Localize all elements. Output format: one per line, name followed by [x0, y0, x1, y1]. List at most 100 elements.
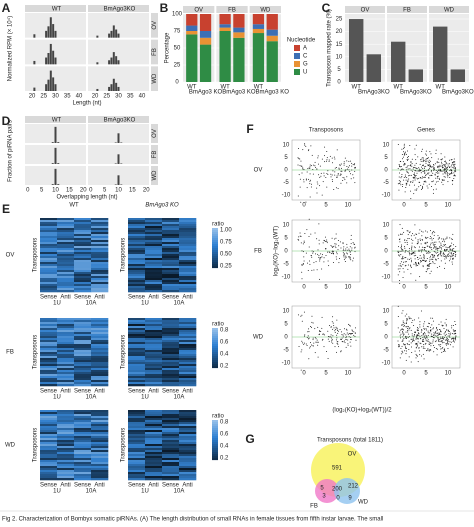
scatter-dot	[300, 201, 302, 203]
scatter-dot	[448, 250, 450, 252]
scatter-dot	[303, 169, 305, 171]
heatmap-cell	[162, 260, 180, 263]
heatmap-cell	[74, 474, 92, 477]
scatter-dot	[437, 171, 439, 173]
scatter-dot	[407, 168, 409, 170]
scatter-dot	[345, 334, 347, 336]
histogram-bar	[33, 60, 36, 65]
x-tick-label: 25	[40, 94, 47, 100]
scatter-dot	[404, 239, 406, 241]
heatmap-cell	[179, 466, 197, 469]
heatmap-cell	[179, 272, 197, 275]
facet-strip	[387, 6, 427, 13]
scatter-dot	[415, 279, 417, 281]
scatter-dot	[429, 245, 431, 247]
heatmap-cell	[128, 240, 146, 243]
scatter-dot	[404, 346, 406, 348]
facet-panel	[88, 66, 149, 91]
scatter-dot	[432, 341, 434, 343]
scatter-dot	[422, 256, 424, 258]
scatter-dot	[350, 238, 352, 240]
x-tick-label: Sense	[40, 483, 58, 489]
scatter-dot	[445, 166, 447, 168]
scatter-dot	[451, 171, 453, 173]
scatter-dot	[402, 268, 404, 270]
group-label: 1U	[141, 395, 149, 401]
scatter-dot	[429, 236, 431, 238]
scatter-dot	[425, 271, 427, 273]
scatter-dot	[332, 162, 334, 164]
set-label: FB	[310, 504, 318, 510]
scatter-dot	[302, 263, 304, 265]
scatter-dot	[430, 317, 432, 319]
heatmap-cell	[40, 280, 58, 283]
heatmap-cell	[145, 218, 163, 221]
heatmap-cell	[128, 418, 146, 421]
heatmap-cell	[74, 334, 92, 337]
heatmap-cell	[128, 226, 146, 229]
heatmap-cell	[40, 434, 58, 437]
heatmap-cell	[162, 418, 180, 421]
heatmap-cell	[91, 456, 109, 459]
heatmap-cell	[40, 326, 58, 329]
facet-strip	[249, 6, 281, 13]
scatter-dot	[320, 175, 322, 177]
scatter-dot	[440, 165, 442, 167]
scatter-dot	[439, 346, 441, 348]
scatter-dot	[323, 346, 325, 348]
scatter-dot	[403, 343, 405, 345]
scatter-dot	[440, 331, 442, 333]
scatter-dot	[319, 185, 321, 187]
scatter-dot	[418, 332, 420, 334]
scatter-dot	[421, 330, 423, 332]
color-bar	[212, 254, 218, 257]
scatter-dot	[445, 161, 447, 163]
color-bar	[212, 232, 218, 235]
heatmap-cell	[145, 374, 163, 377]
scatter-dot	[398, 176, 400, 178]
heatmap-cell	[57, 260, 75, 263]
heatmap-cell	[128, 464, 146, 467]
scatter-dot	[302, 168, 304, 170]
heatmap-cell	[91, 342, 109, 345]
scatter-dot	[311, 321, 313, 323]
scatter-dot	[406, 166, 408, 168]
heatmap-cell	[128, 352, 146, 355]
heatmap-cell	[162, 290, 180, 293]
heatmap-cell	[91, 248, 109, 251]
scatter-dot	[337, 173, 339, 175]
heatmap-cell	[162, 478, 180, 481]
facet-title: BmAgo3KO	[104, 6, 136, 12]
scatter-dot	[418, 334, 420, 336]
scatter-dot	[428, 268, 430, 270]
heatmap-cell	[128, 420, 146, 423]
scatter-dot	[446, 342, 448, 344]
scatter-dot	[317, 326, 319, 328]
scatter-dot	[425, 242, 427, 244]
heatmap-cell	[74, 280, 92, 283]
scatter-dot	[421, 260, 423, 262]
heatmap-cell	[57, 274, 75, 277]
scatter-dot	[421, 355, 423, 357]
heatmap-cell	[128, 224, 146, 227]
scatter-dot	[433, 247, 435, 249]
scatter-dot	[307, 168, 309, 170]
scatter-dot	[402, 336, 404, 338]
scatter-dot	[443, 336, 445, 338]
scatter-dot	[310, 233, 312, 235]
scatter-dot	[398, 346, 400, 348]
heatmap-cell	[57, 334, 75, 337]
scatter-dot	[426, 350, 428, 352]
heatmap-cell	[91, 450, 109, 453]
heatmap-cell	[145, 246, 163, 249]
scatter-dot	[441, 248, 443, 250]
scatter-dot	[420, 260, 422, 262]
scatter-dot	[441, 163, 443, 165]
heatmap-cell	[179, 432, 197, 435]
row-title: WD	[152, 170, 158, 181]
scatter-dot	[432, 192, 434, 194]
scatter-dot	[341, 170, 343, 172]
facet-strip	[88, 5, 149, 12]
heatmap-cell	[162, 384, 180, 387]
group-label: 1U	[53, 301, 61, 307]
